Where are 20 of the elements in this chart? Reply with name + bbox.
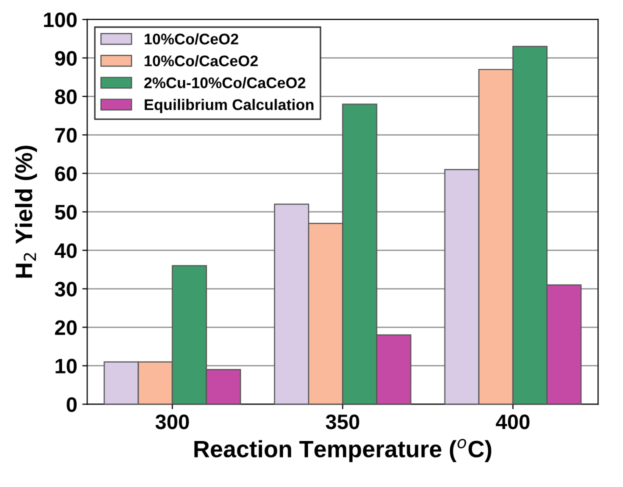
y-tick-label: 80 (54, 89, 77, 104)
y-tick-label: 20 (55, 320, 77, 336)
legend-label: 10%Co/CaCeO2 (144, 55, 258, 66)
x-tick-label: 300 (155, 414, 189, 430)
y-tick-label: 100 (44, 12, 77, 28)
y-tick-label: 0 (66, 397, 77, 412)
y-tick-label: 50 (54, 204, 77, 220)
y-axis-title: H$_{2}$ Yield (%) (14, 146, 37, 278)
x-tick-label: 350 (326, 414, 360, 430)
x-axis-title: Reaction Temperature ($^{o}$C) (194, 438, 492, 462)
y-tick-label: 70 (55, 128, 77, 143)
legend-label: Equilibrium Calculation (144, 98, 314, 114)
y-tick-label: 60 (55, 166, 77, 182)
legend-label: 2%Cu-10%Co/CaCeO2 (144, 76, 306, 88)
legend-label: 10%Co/CeO2 (144, 33, 238, 45)
y-tick-label: 90 (55, 50, 77, 66)
x-tick-label: 400 (496, 414, 530, 430)
y-tick-label: 30 (54, 282, 77, 297)
y-tick-label: 40 (54, 243, 77, 258)
y-tick-label: 10 (56, 358, 77, 374)
